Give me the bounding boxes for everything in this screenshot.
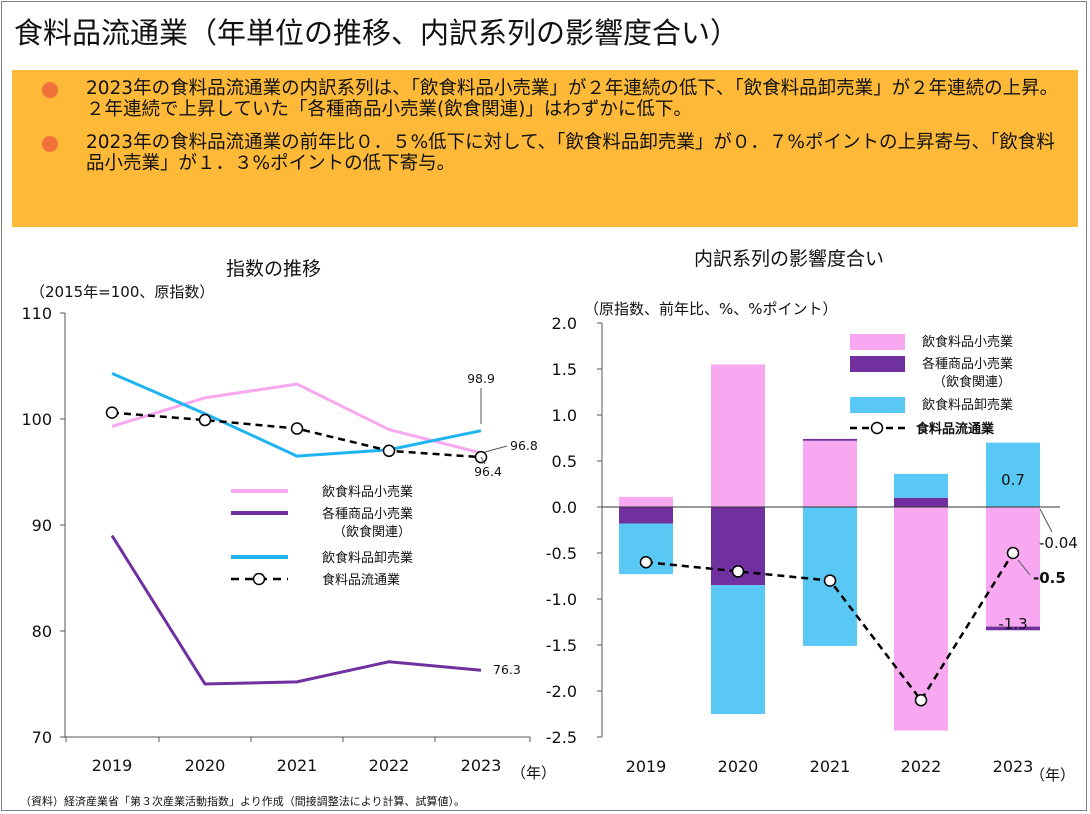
data-label-general: 76.3 (493, 662, 521, 677)
x-tick-label: 2019 (92, 756, 133, 775)
bar-retail (711, 364, 765, 507)
x-tick-label: 2020 (185, 756, 226, 775)
y-tick-label: 2.0 (552, 314, 577, 333)
summary-bullet-text: 2023年の食料品流通業の前年比０．５%低下に対して、「飲食料品卸売業」が０．７… (86, 132, 1055, 174)
bar-wholesale (711, 585, 765, 714)
y-tick-label: 0.5 (552, 452, 577, 471)
legend-label-general-sub: （飲食関連） (933, 374, 1011, 390)
y-tick-label: -0.5 (546, 544, 577, 563)
bullet-dot-icon (42, 82, 58, 98)
x-tick-label: 2020 (718, 757, 759, 776)
total-marker (823, 574, 837, 587)
x-axis-unit: （年） (511, 764, 556, 782)
series-line-general (110, 534, 482, 686)
data-label-wholesale: 98.9 (467, 371, 495, 386)
legend-label-general: 各種商品小売業 (322, 506, 413, 522)
legend-label-wholesale: 飲食料品卸売業 (322, 550, 413, 566)
y-tick-label: 100 (21, 410, 52, 429)
y-tick-label: -1.0 (546, 590, 577, 609)
right-chart-title: 内訳系列の影響度合い (694, 248, 885, 270)
x-axis-unit: （年） (1030, 766, 1075, 784)
x-tick-label: 2021 (277, 756, 318, 775)
data-label-wholesale: 0.7 (1001, 471, 1025, 489)
left-chart-unit: （2015年=100、原指数） (30, 283, 215, 301)
x-tick-label: 2021 (810, 757, 851, 776)
bar-general (986, 626, 1040, 631)
summary-bullet: 2023年の食料品流通業の前年比０．５%低下に対して、「飲食料品卸売業」が０．７… (42, 132, 1060, 174)
x-tick-label: 2022 (901, 757, 942, 776)
page-title: 食料品流通業（年単位の推移、内訳系列の影響度合い） (14, 16, 740, 50)
total-marker (382, 444, 396, 458)
data-label-total: -0.5 (1033, 569, 1066, 587)
y-tick-label: 70 (32, 728, 52, 747)
legend-label-wholesale: 飲食料品卸売業 (922, 397, 1013, 413)
bar-retail (619, 496, 673, 507)
leader-line (1039, 508, 1053, 533)
total-marker (639, 555, 653, 569)
legend-swatch-wholesale (850, 397, 905, 413)
total-marker (290, 422, 304, 435)
legend-label-general: 各種商品小売業 (922, 356, 1013, 372)
data-label-total: 96.4 (474, 464, 502, 479)
series-line-retail (111, 382, 482, 455)
bar-general (619, 507, 673, 524)
bar-retail (894, 507, 948, 731)
x-tick-label: 2023 (461, 756, 502, 775)
legend-label-retail: 飲食料品小売業 (322, 484, 413, 500)
total-marker (731, 565, 745, 578)
y-tick-label: -2.5 (546, 728, 577, 747)
bar-general (894, 497, 948, 507)
right-chart-unit: （原指数、前年比、%、%ポイント） (584, 300, 838, 318)
bar-wholesale (894, 473, 948, 498)
data-label-general: -0.04 (1039, 534, 1078, 552)
legend-swatch-retail (850, 334, 905, 350)
legend-label-general-sub: （飲食関連） (333, 524, 411, 540)
y-tick-label: -1.5 (546, 636, 577, 655)
summary-bullet-text: 2023年の食料品流通業の内訳系列は、「飲食料品小売業」が２年連続の低下、「飲食… (86, 78, 1059, 120)
y-tick-label: 110 (21, 304, 52, 323)
left-chart-title: 指数の推移 (226, 258, 322, 280)
summary-bullet: 2023年の食料品流通業の内訳系列は、「飲食料品小売業」が２年連続の低下、「飲食… (42, 78, 1060, 120)
series-line-wholesale (111, 372, 482, 458)
total-marker (105, 406, 119, 419)
data-label-retail: 96.8 (510, 438, 538, 453)
bar-retail (803, 440, 857, 507)
y-tick-label: -2.0 (546, 682, 577, 701)
leader-line (480, 456, 486, 465)
legend-label-total: 食料品流通業 (322, 572, 400, 588)
source-note: （資料）経済産業省「第３次産業活動指数」より作成（間接調整法により計算、試算値）… (20, 795, 466, 808)
total-marker (198, 413, 212, 427)
summary-box: 2023年の食料品流通業の内訳系列は、「飲食料品小売業」が２年連続の低下、「飲食… (12, 70, 1078, 227)
legend-marker-total (252, 572, 266, 586)
legend-label-retail: 飲食料品小売業 (922, 334, 1013, 350)
y-tick-label: 1.0 (552, 406, 577, 425)
x-tick-label: 2022 (369, 756, 410, 775)
y-tick-label: 0.0 (552, 498, 577, 517)
bar-wholesale (986, 442, 1040, 507)
total-marker (1006, 546, 1020, 560)
bar-general (803, 438, 857, 441)
x-tick-label: 2023 (993, 757, 1034, 776)
bar-retail (986, 507, 1040, 627)
y-tick-label: 90 (32, 516, 52, 535)
legend-marker-total (870, 421, 884, 435)
bullet-dot-icon (42, 136, 58, 152)
leader-line (484, 445, 508, 453)
legend-swatch-general (850, 356, 905, 372)
y-tick-label: 1.5 (552, 360, 577, 379)
total-marker (914, 693, 928, 707)
x-tick-label: 2019 (626, 757, 667, 776)
leader-line (1017, 559, 1031, 576)
legend-label-total: 食料品流通業 (916, 421, 995, 437)
y-tick-label: 80 (32, 622, 52, 641)
data-label-retail: -1.3 (998, 615, 1027, 633)
